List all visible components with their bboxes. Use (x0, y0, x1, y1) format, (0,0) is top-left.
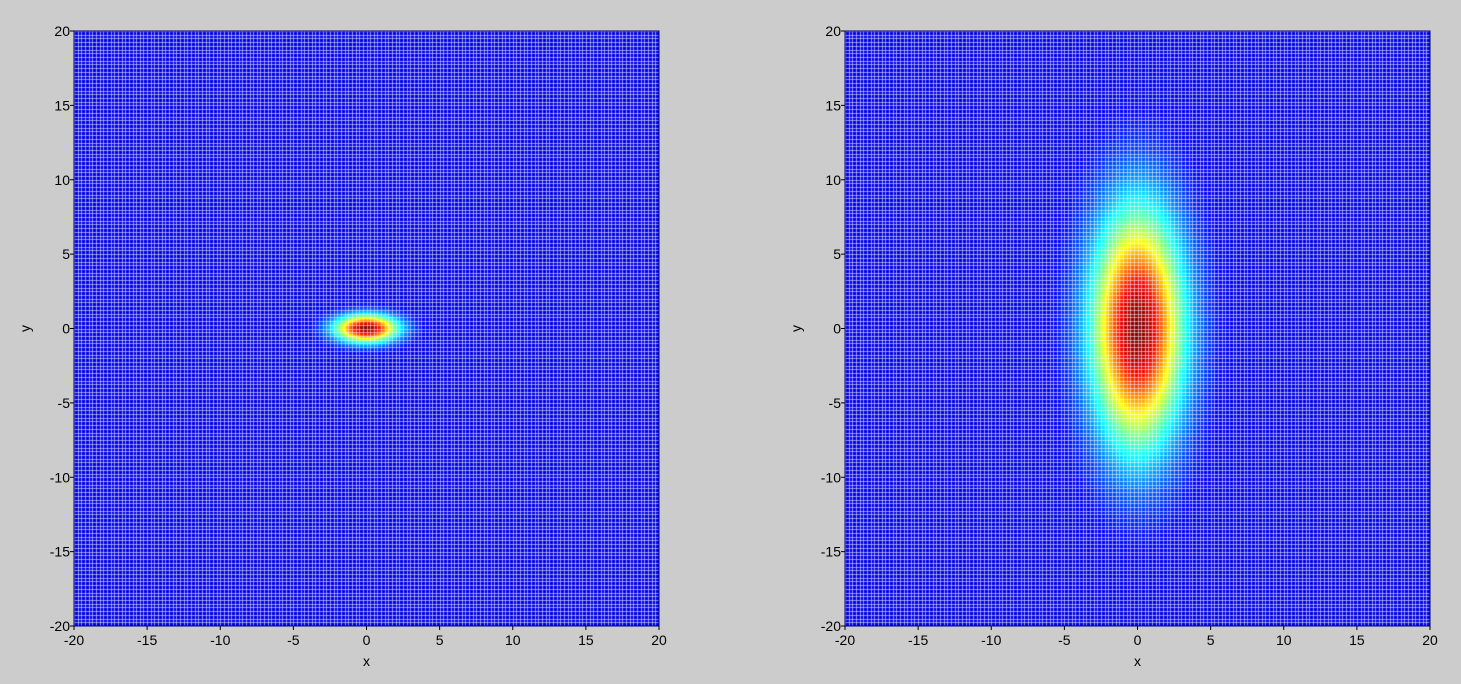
x-tick-label: 10 (1276, 632, 1292, 648)
x-tick-label: 20 (1422, 632, 1438, 648)
chart-1: -20 -15 -10 -5 0 5 10 15 20 -20 -15 -10 -5 0 5 10 15 20 x y (17, 23, 667, 669)
y-tick-label: -10 (821, 469, 841, 485)
y-tick-label: 10 (54, 172, 70, 188)
y-tick-label: -5 (58, 395, 71, 411)
y-tick-label: 5 (62, 246, 70, 262)
x-tick-label: -20 (835, 632, 855, 648)
y-axis-label: y (17, 325, 33, 332)
x-tick-label: 5 (1207, 632, 1215, 648)
y-tick-label: -20 (50, 618, 70, 634)
x-tick-label: 0 (1134, 632, 1142, 648)
y-tick-label: -10 (50, 469, 70, 485)
x-tick-label: 10 (505, 632, 521, 648)
x-tick-label: -10 (210, 632, 230, 648)
x-tick-label: -15 (137, 632, 157, 648)
x-axis-label: x (1134, 653, 1141, 669)
y-axis-label: y (788, 325, 804, 332)
x-tick-label: -5 (287, 632, 300, 648)
x-tick-label: -5 (1058, 632, 1071, 648)
x-tick-label: 0 (363, 632, 371, 648)
y-tick-label: -15 (50, 544, 70, 560)
heatmap-surface (74, 31, 659, 626)
y-tick-label: -5 (829, 395, 842, 411)
x-tick-label: 5 (436, 632, 444, 648)
y-tick-label: 15 (54, 97, 70, 113)
x-tick-label: -20 (64, 632, 84, 648)
y-tick-label: 20 (54, 23, 70, 39)
y-tick-label: -15 (821, 544, 841, 560)
chart-2: -20 -15 -10 -5 0 5 10 15 20 -20 -15 -10 -5 0 5 10 15 20 x y (788, 23, 1438, 669)
x-axis-label: x (363, 653, 370, 669)
x-tick-label: -15 (908, 632, 928, 648)
y-tick-label: 0 (833, 321, 841, 337)
y-tick-label: 10 (825, 172, 841, 188)
y-tick-label: 20 (825, 23, 841, 39)
y-tick-label: -20 (821, 618, 841, 634)
x-tick-label: 15 (1349, 632, 1365, 648)
y-tick-label: 5 (833, 246, 841, 262)
x-tick-label: 15 (578, 632, 594, 648)
heatmap-surface (845, 31, 1430, 626)
x-tick-label: -10 (981, 632, 1001, 648)
x-tick-label: 20 (651, 632, 667, 648)
y-tick-label: 15 (825, 97, 841, 113)
y-tick-label: 0 (62, 321, 70, 337)
